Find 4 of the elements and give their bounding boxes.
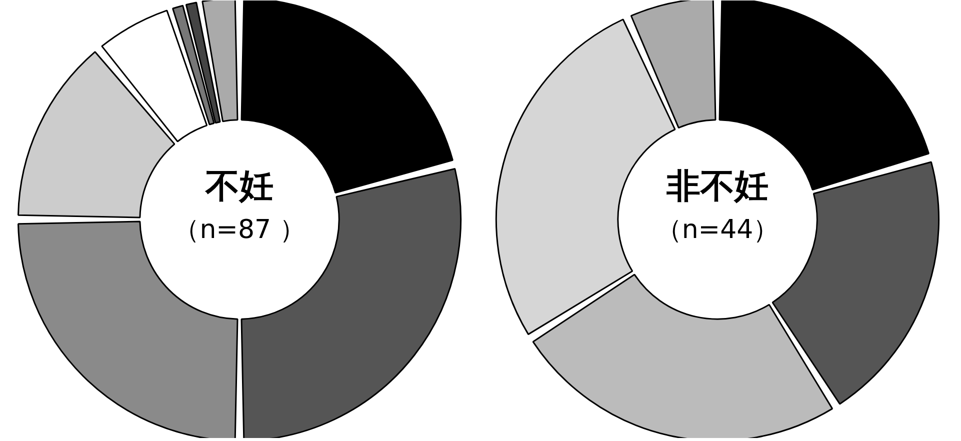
text: （n=44） <box>656 215 780 246</box>
text: （n=87 ） <box>174 215 306 246</box>
text: 不妊 <box>204 166 274 206</box>
text: 非不妊 <box>666 166 768 206</box>
